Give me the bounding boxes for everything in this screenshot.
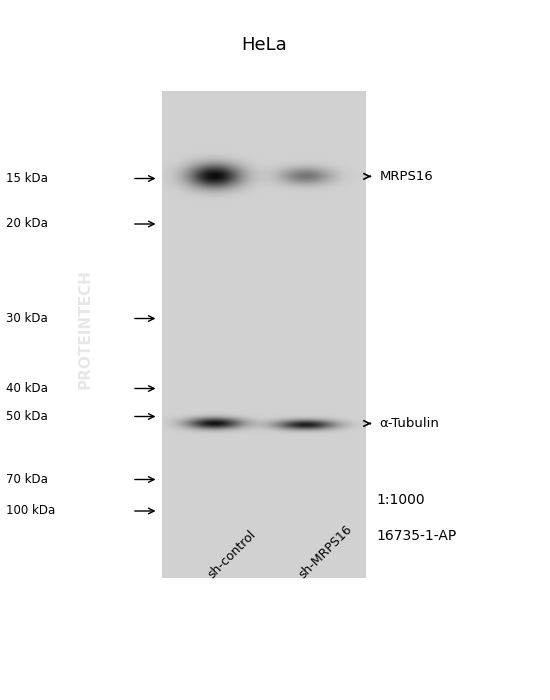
Text: sh-control: sh-control [205, 528, 258, 581]
Text: 15 kDa: 15 kDa [6, 172, 47, 185]
Text: 20 kDa: 20 kDa [6, 218, 47, 230]
Text: 100 kDa: 100 kDa [6, 505, 55, 517]
Text: sh-MRPS16: sh-MRPS16 [296, 523, 355, 581]
Text: PROTEINTECH: PROTEINTECH [78, 269, 93, 389]
Text: HeLa: HeLa [241, 36, 287, 55]
Bar [162, 91, 366, 578]
Text: 50 kDa: 50 kDa [6, 410, 47, 423]
Text: 16735-1-AP: 16735-1-AP [377, 528, 457, 542]
Text: 30 kDa: 30 kDa [6, 312, 47, 325]
Text: 1:1000: 1:1000 [377, 494, 425, 508]
Text: 40 kDa: 40 kDa [6, 382, 47, 395]
Text: α-Tubulin: α-Tubulin [379, 417, 439, 430]
Text: MRPS16: MRPS16 [379, 170, 433, 183]
Text: 70 kDa: 70 kDa [6, 473, 47, 486]
